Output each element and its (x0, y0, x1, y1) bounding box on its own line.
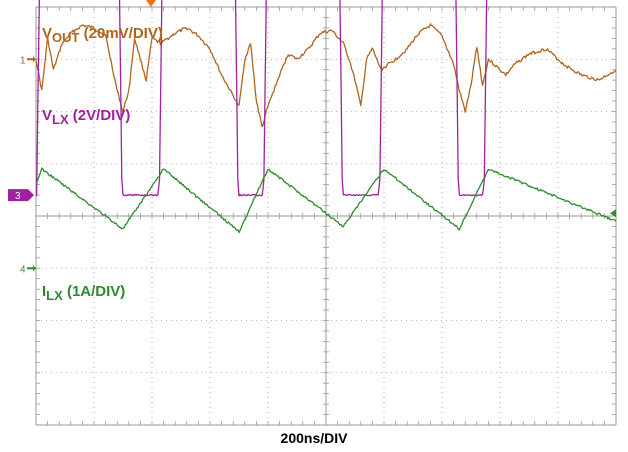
channel-marker-box (8, 189, 28, 202)
trace-end-marker (610, 209, 616, 218)
x-axis-label: 200ns/DIV (281, 430, 349, 446)
channel-marker-arrow (27, 265, 36, 272)
channel-marker-arrow (28, 189, 34, 202)
channel-marker-arrow (27, 56, 36, 63)
channel-markers: 1 3 4 (8, 55, 616, 275)
trace-label-2: VLX (2V/DIV) (42, 107, 130, 127)
channel-marker-label: 4 (20, 264, 26, 275)
channel-marker-label: 3 (15, 191, 21, 202)
trace-label-3: ILX (1A/DIV) (42, 283, 125, 303)
trace-1 (35, 23, 617, 128)
trace-labels: VOUT (20mV/DIV) VLX (2V/DIV) ILX (1A/DIV) (42, 25, 163, 303)
channel-marker-label: 1 (20, 55, 26, 66)
trigger-marker (146, 0, 156, 7)
waveform-traces (35, 0, 617, 234)
trace-label-1: VOUT (20mV/DIV) (42, 25, 163, 45)
trace-3 (35, 167, 617, 234)
trace-2 (35, 0, 488, 197)
